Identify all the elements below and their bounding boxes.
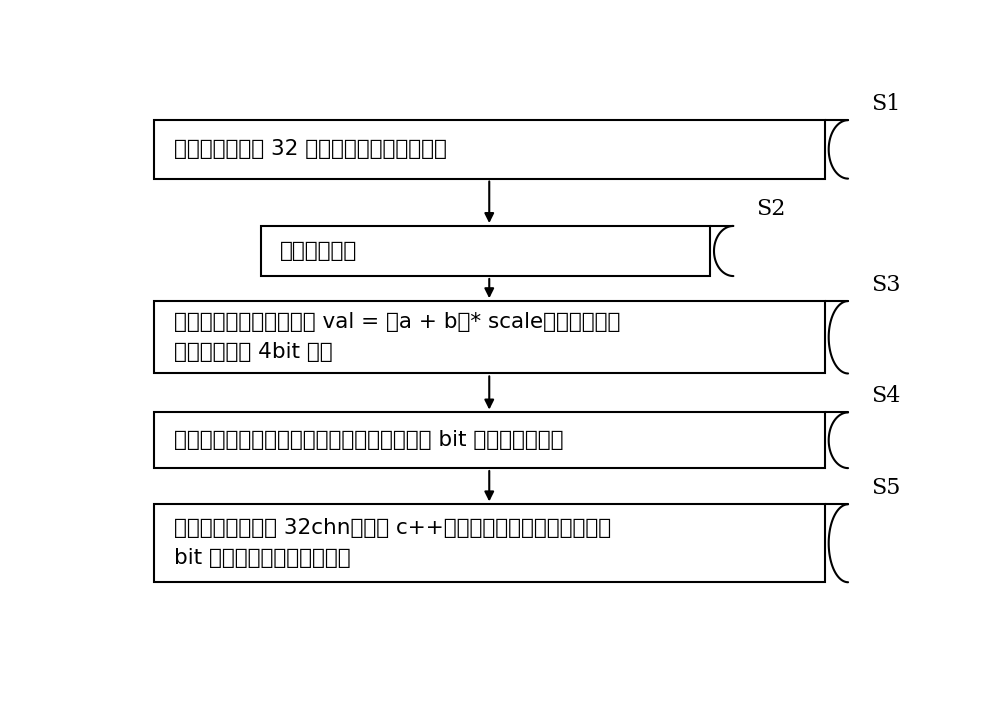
Text: S1: S1 xyxy=(871,93,901,114)
Text: 索引计算，每次 32 个通道，存储于寄存器中: 索引计算，每次 32 个通道，存储于寄存器中 xyxy=(174,140,447,159)
Text: S5: S5 xyxy=(871,476,901,499)
FancyBboxPatch shape xyxy=(154,301,825,374)
FancyBboxPatch shape xyxy=(261,226,710,276)
FancyBboxPatch shape xyxy=(154,505,825,582)
FancyBboxPatch shape xyxy=(154,120,825,179)
Text: 当剩余通道数小于 32chn，使用 c++计算，将计算得到的结果根据
bit 位宽存入对应的输出地址: 当剩余通道数小于 32chn，使用 c++计算，将计算得到的结果根据 bit 位… xyxy=(174,518,611,568)
Text: 数据存储，根据输入计算方式，计算出输出的 bit 索引和字节跳转: 数据存储，根据输入计算方式，计算出输出的 bit 索引和字节跳转 xyxy=(174,430,563,450)
FancyBboxPatch shape xyxy=(154,412,825,468)
Text: 加法计算，使用指令完成 val = （a + b）* scale，并将输出结
果重新保存为 4bit 数据: 加法计算，使用指令完成 val = （a + b）* scale，并将输出结 果… xyxy=(174,312,620,362)
Text: 输入数据读取: 输入数据读取 xyxy=(280,241,357,261)
Text: S2: S2 xyxy=(757,198,786,221)
Text: S4: S4 xyxy=(871,385,901,407)
Text: S3: S3 xyxy=(871,273,901,296)
